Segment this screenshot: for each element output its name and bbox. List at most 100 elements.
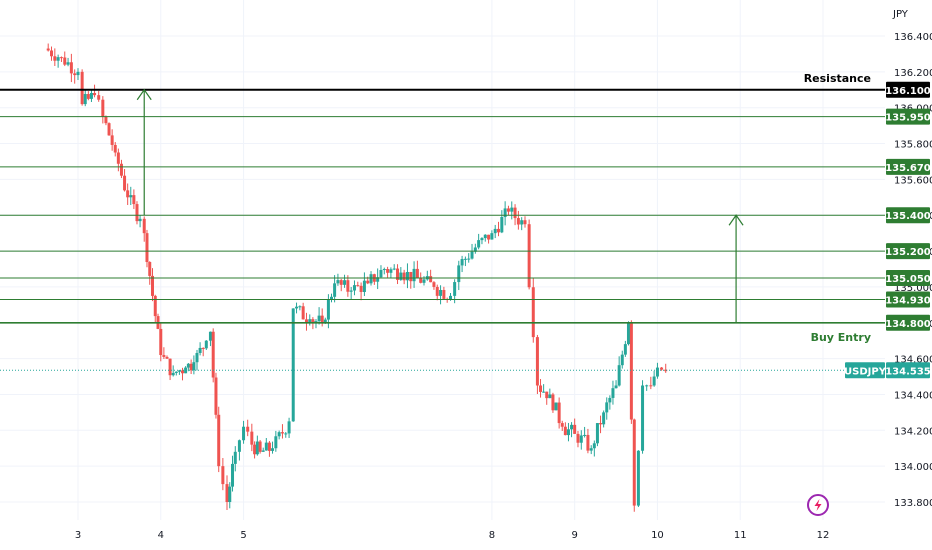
level-annotation: Buy Entry xyxy=(811,331,871,344)
candle-body xyxy=(664,369,668,372)
x-tick-label: 11 xyxy=(734,530,747,541)
y-tick-label: 134.600 xyxy=(894,355,932,366)
candle-body xyxy=(457,265,461,283)
y-tick-label: 134.200 xyxy=(894,426,932,437)
current-price-label: 134.535 xyxy=(885,366,931,377)
candle-body xyxy=(463,258,467,260)
candle-body xyxy=(63,57,67,65)
candle-body xyxy=(208,331,212,341)
candle-body xyxy=(449,295,452,300)
candle-body xyxy=(632,419,636,506)
candle-body xyxy=(602,412,606,425)
tradingview-logo-icon[interactable] xyxy=(807,494,829,516)
candle-body xyxy=(258,441,262,452)
candle-body xyxy=(107,123,111,136)
candle-body xyxy=(83,94,87,105)
candle-body xyxy=(573,424,577,434)
candle-body xyxy=(304,319,308,324)
candle-body xyxy=(405,271,409,281)
candle-body xyxy=(645,385,649,387)
candle-body xyxy=(470,251,474,259)
candle-body xyxy=(123,175,127,191)
horizontal-levels xyxy=(0,88,885,371)
candle-body xyxy=(480,238,484,241)
candle-body xyxy=(548,394,552,399)
candle-body xyxy=(168,358,172,376)
candle-body xyxy=(570,424,574,430)
candle-body xyxy=(399,272,403,280)
candle-body xyxy=(660,367,664,370)
candle-body xyxy=(274,436,278,449)
candle-body xyxy=(623,344,627,355)
candle-body xyxy=(626,322,630,345)
candle-body xyxy=(379,270,383,278)
candle-body xyxy=(554,402,558,411)
candle-body xyxy=(284,433,288,435)
candle-body xyxy=(487,234,491,240)
price-tag xyxy=(886,291,930,308)
candle-body xyxy=(513,207,517,219)
candle-body xyxy=(184,367,188,374)
candle-body xyxy=(101,99,105,117)
candle-body xyxy=(237,440,241,452)
candle-body xyxy=(629,322,633,420)
candle-body xyxy=(271,448,275,451)
candle-body xyxy=(308,319,312,324)
candle-body xyxy=(396,268,400,280)
candle-body xyxy=(467,258,471,260)
price-tag xyxy=(886,207,930,224)
candle-body xyxy=(369,274,373,284)
candle-body xyxy=(295,306,299,309)
price-tag-label: 135.200 xyxy=(885,247,931,258)
candle-body xyxy=(264,442,268,451)
candle-body xyxy=(402,272,406,281)
y-tick-label: 135.000 xyxy=(894,283,932,294)
candle-body xyxy=(453,282,457,296)
candle-body xyxy=(225,484,229,502)
candle-body xyxy=(579,435,583,443)
candle-body xyxy=(527,224,531,288)
candle-body xyxy=(73,73,77,76)
candle-body xyxy=(171,372,175,376)
candle-body xyxy=(135,204,139,222)
candle-body xyxy=(192,362,196,371)
candle-body xyxy=(50,50,54,57)
candle-body xyxy=(339,280,343,285)
candle-body xyxy=(589,448,593,451)
candle-body xyxy=(346,280,350,292)
candle-body xyxy=(165,356,169,359)
candle-body xyxy=(76,71,80,76)
candle-body xyxy=(356,285,360,287)
candle-body xyxy=(503,208,507,218)
candle-body xyxy=(291,308,295,422)
price-tag-label: 136.100 xyxy=(885,86,931,97)
candle-body xyxy=(333,283,337,297)
candle-body xyxy=(535,337,539,386)
candle-body xyxy=(343,280,347,285)
candle-body xyxy=(583,434,587,436)
symbol-tag-label: USDJPY xyxy=(844,366,887,377)
candle-body xyxy=(93,92,97,96)
candle-body xyxy=(510,207,514,212)
candle-body xyxy=(69,62,73,74)
candle-body xyxy=(617,365,621,386)
candle-body xyxy=(435,286,439,296)
candle-body xyxy=(545,391,549,399)
candle-body xyxy=(412,268,416,282)
candle-body xyxy=(392,268,396,270)
candle-body xyxy=(641,385,645,451)
candle-body xyxy=(566,429,570,436)
candle-body xyxy=(53,56,57,61)
candle-body xyxy=(301,306,305,320)
candle-body xyxy=(359,285,363,292)
candle-body xyxy=(409,271,413,282)
candle-body xyxy=(246,426,250,432)
candle-body xyxy=(97,95,101,100)
candle-body xyxy=(386,269,390,273)
price-tag-label: 135.950 xyxy=(885,113,931,124)
candle-body xyxy=(636,450,640,506)
candle-body xyxy=(326,299,330,320)
x-tick-label: 8 xyxy=(489,530,495,541)
candle-body xyxy=(86,94,90,99)
